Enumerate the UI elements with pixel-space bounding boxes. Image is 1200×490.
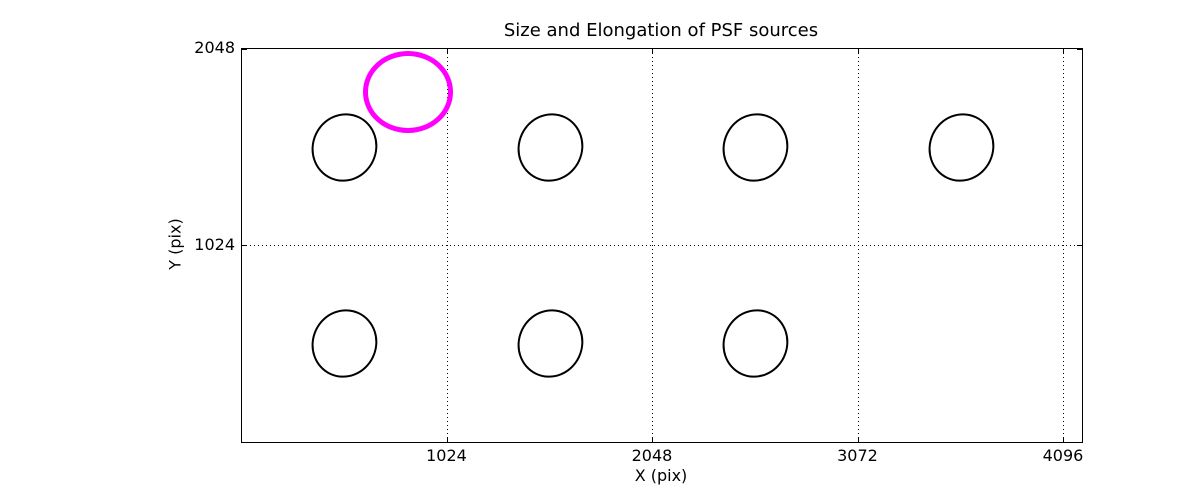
x-tick-label: 3072 (837, 446, 878, 465)
x-axis-label: X (pix) (634, 466, 688, 485)
y-tick-mark (1077, 245, 1082, 246)
y-tick-label: 1024 (194, 234, 235, 254)
x-tick-mark (446, 437, 448, 442)
psf-ellipse (711, 102, 800, 193)
y-gridline (242, 245, 1082, 246)
y-tick-mark (1077, 48, 1082, 50)
psf-ellipse (300, 298, 389, 389)
psf-ellipse (506, 102, 595, 193)
chart-title: Size and Elongation of PSF sources (503, 20, 819, 41)
x-tick-mark (446, 49, 448, 54)
x-tick-mark (857, 49, 859, 54)
psf-ellipse (711, 298, 800, 389)
y-tick-mark (242, 48, 247, 50)
x-tick-mark (1063, 437, 1065, 442)
x-tick-mark (1063, 49, 1065, 54)
psf-ellipse (917, 102, 1006, 193)
x-tick-mark (652, 437, 654, 442)
flagged-psf-ellipse (362, 51, 453, 134)
y-axis-label-text: Y (pix) (165, 218, 185, 270)
x-tick-label: 1024 (426, 446, 467, 465)
x-tick-mark (652, 49, 654, 54)
x-tick-mark (857, 437, 859, 442)
x-tick-label: 4096 (1042, 446, 1084, 465)
plot-area (241, 48, 1083, 443)
y-tick-label: 2048 (194, 38, 235, 57)
psf-ellipse (506, 298, 595, 389)
x-tick-label: 2048 (631, 446, 673, 465)
y-tick-mark (242, 245, 247, 246)
